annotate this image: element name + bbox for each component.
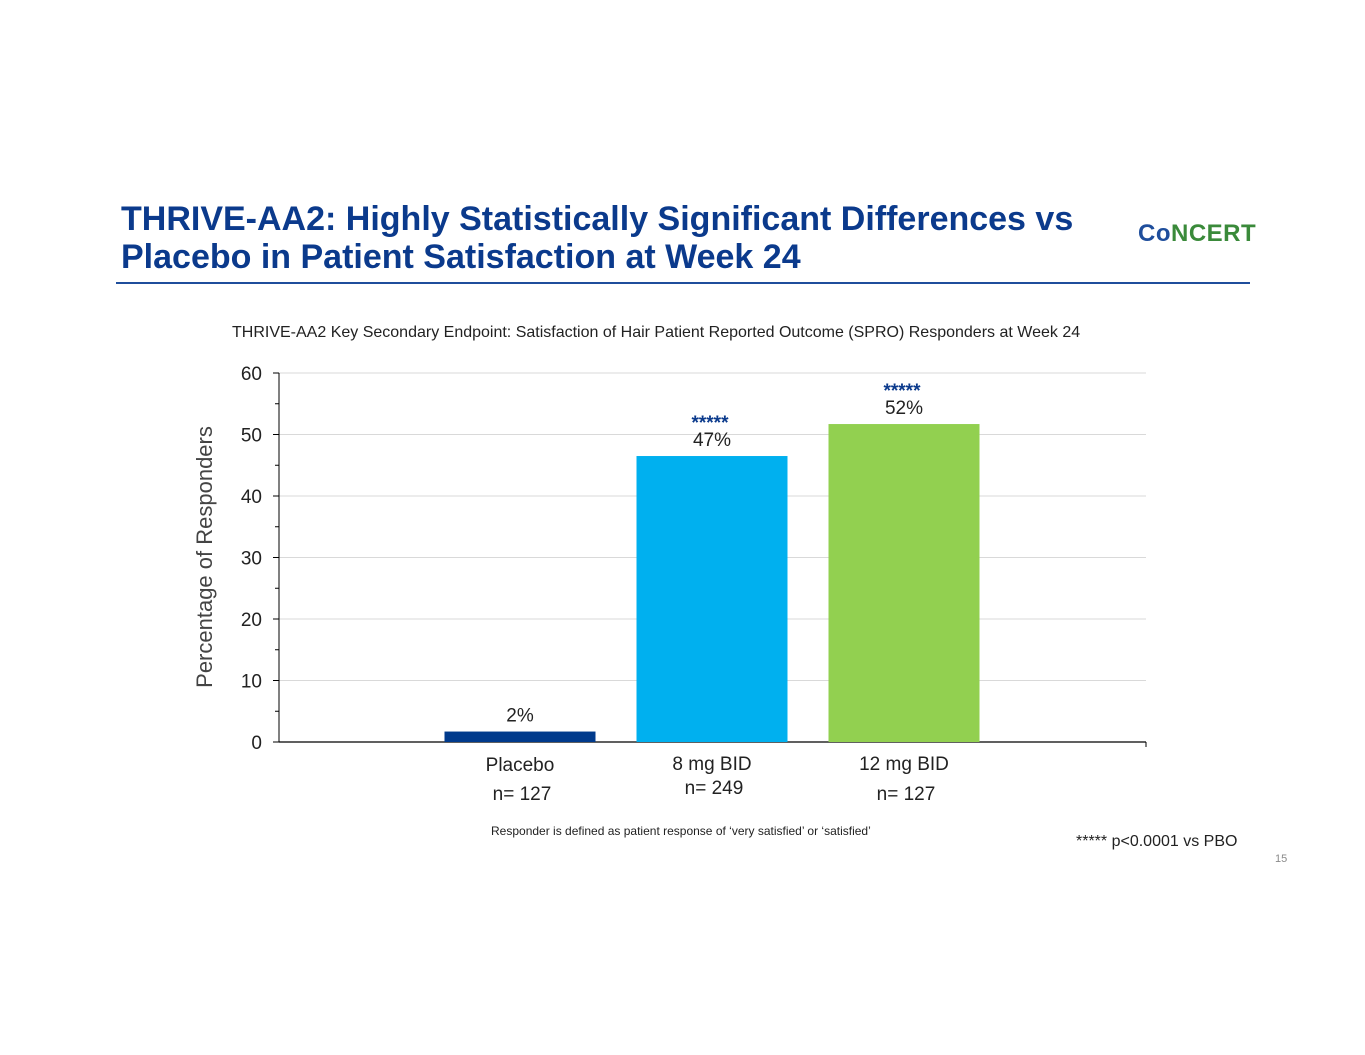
title-divider	[116, 282, 1250, 284]
slide-title-line-2: Placebo in Patient Satisfaction at Week …	[121, 238, 801, 276]
concert-logo: CoNCERT	[1138, 220, 1256, 248]
significance-marker: *****	[884, 381, 922, 402]
bar-2	[828, 424, 980, 742]
y-tick-label: 50	[241, 426, 262, 447]
x-category-label: 12 mg BID	[859, 754, 949, 775]
y-axis-title: Percentage of Responders	[192, 426, 217, 688]
significance-marker: *****	[692, 413, 730, 434]
y-tick-label: 40	[241, 487, 262, 508]
data-label: 52%	[885, 398, 923, 419]
chart-title: THRIVE-AA2 Key Secondary Endpoint: Satis…	[232, 324, 1081, 341]
slide-title: THRIVE-AA2: Highly Statistically Signifi…	[121, 200, 1121, 276]
y-tick-label: 30	[241, 549, 262, 570]
sample-size-label: n= 127	[493, 784, 552, 805]
x-category-label: 8 mg BID	[672, 754, 751, 775]
sample-size-label: n= 249	[685, 778, 744, 799]
logo-text-part-1: Co	[1138, 220, 1171, 247]
logo-text-part-2: NCERT	[1171, 220, 1257, 247]
data-label: 47%	[693, 430, 731, 451]
y-tick-label: 20	[241, 610, 262, 631]
bar-0	[444, 731, 596, 742]
significance-key: ***** p<0.0001 vs PBO	[1076, 833, 1238, 850]
data-label: 2%	[506, 706, 534, 727]
y-tick-label: 0	[251, 733, 262, 754]
x-category-label: Placebo	[486, 755, 555, 776]
slide-title-line-1: THRIVE-AA2: Highly Statistically Signifi…	[121, 200, 1074, 238]
y-tick-label: 60	[241, 364, 262, 385]
responder-definition-footnote: Responder is defined as patient response…	[491, 824, 871, 838]
bar-1	[636, 456, 788, 742]
page-number: 15	[1275, 853, 1288, 865]
sample-size-label: n= 127	[877, 784, 936, 805]
y-tick-label: 10	[241, 672, 262, 693]
